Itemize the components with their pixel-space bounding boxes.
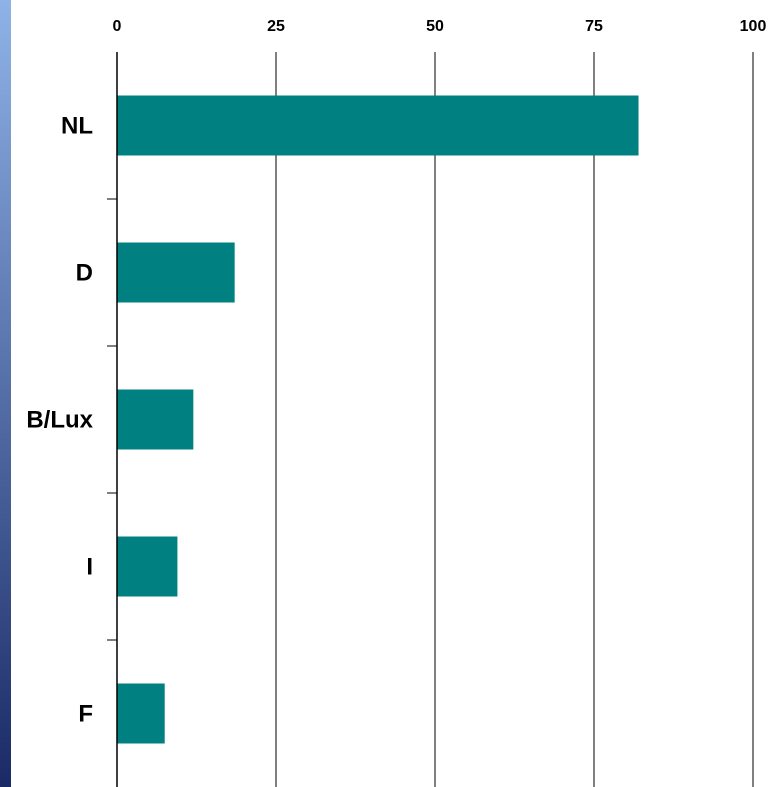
category-label-d: D bbox=[76, 260, 93, 287]
category-label-f: F bbox=[78, 701, 93, 728]
bar-nl bbox=[117, 95, 639, 156]
bars bbox=[117, 95, 639, 744]
bar-f bbox=[117, 683, 165, 744]
x-tick-label-100: 100 bbox=[740, 18, 767, 35]
x-tick-label-25: 25 bbox=[267, 18, 285, 35]
category-label-nl: NL bbox=[61, 113, 93, 140]
category-label-i: I bbox=[86, 554, 93, 581]
x-tick-label-75: 75 bbox=[585, 18, 603, 35]
bar-b-lux bbox=[117, 389, 194, 450]
x-tick-label-0: 0 bbox=[113, 18, 122, 35]
category-label-b-lux: B/Lux bbox=[26, 407, 93, 434]
gridlines bbox=[275, 52, 754, 787]
x-tick-label-50: 50 bbox=[426, 18, 444, 35]
side-decoration-strip bbox=[0, 0, 11, 787]
category-labels: NL D B/Lux I F bbox=[26, 113, 93, 728]
x-tick-labels: 0 25 50 75 100 bbox=[113, 18, 767, 35]
bar-i bbox=[117, 536, 178, 597]
axes bbox=[107, 52, 118, 787]
bar-d bbox=[117, 242, 235, 303]
